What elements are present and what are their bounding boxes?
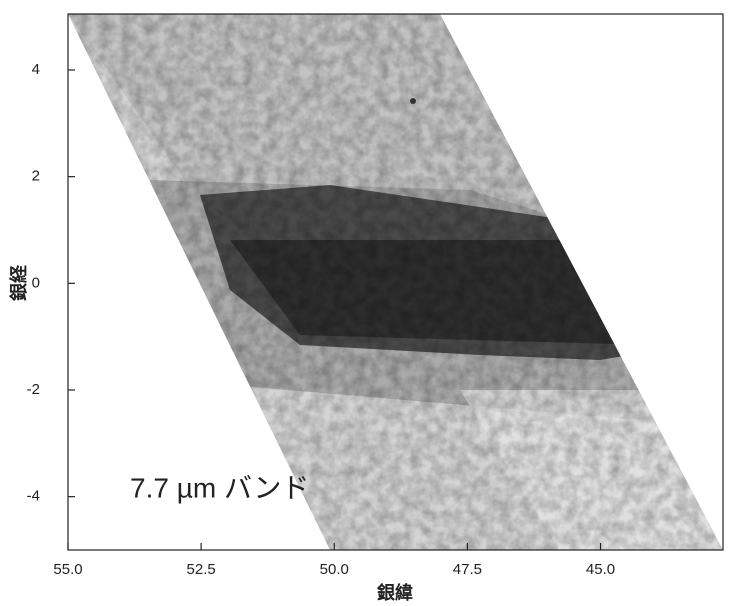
y-tick-label: 2 [32,168,40,185]
y-tick-label: 0 [32,274,40,291]
x-tick-label: 52.5 [187,561,216,578]
y-tick-label: -4 [27,488,40,505]
y-tick-label: -2 [27,381,40,398]
x-tick-label: 45.0 [586,561,615,578]
plot-frame [67,13,724,551]
annotation: 7.7 µm バンド [130,472,309,503]
map-image [68,14,723,550]
y-axis-label: 銀経 [8,264,29,301]
x-tick-label: 55.0 [53,561,82,578]
y-tick-label: 4 [32,61,40,78]
x-tick-label: 50.0 [320,561,349,578]
x-axis-label: 銀緯 [377,582,413,603]
x-tick-label: 47.5 [453,561,482,578]
